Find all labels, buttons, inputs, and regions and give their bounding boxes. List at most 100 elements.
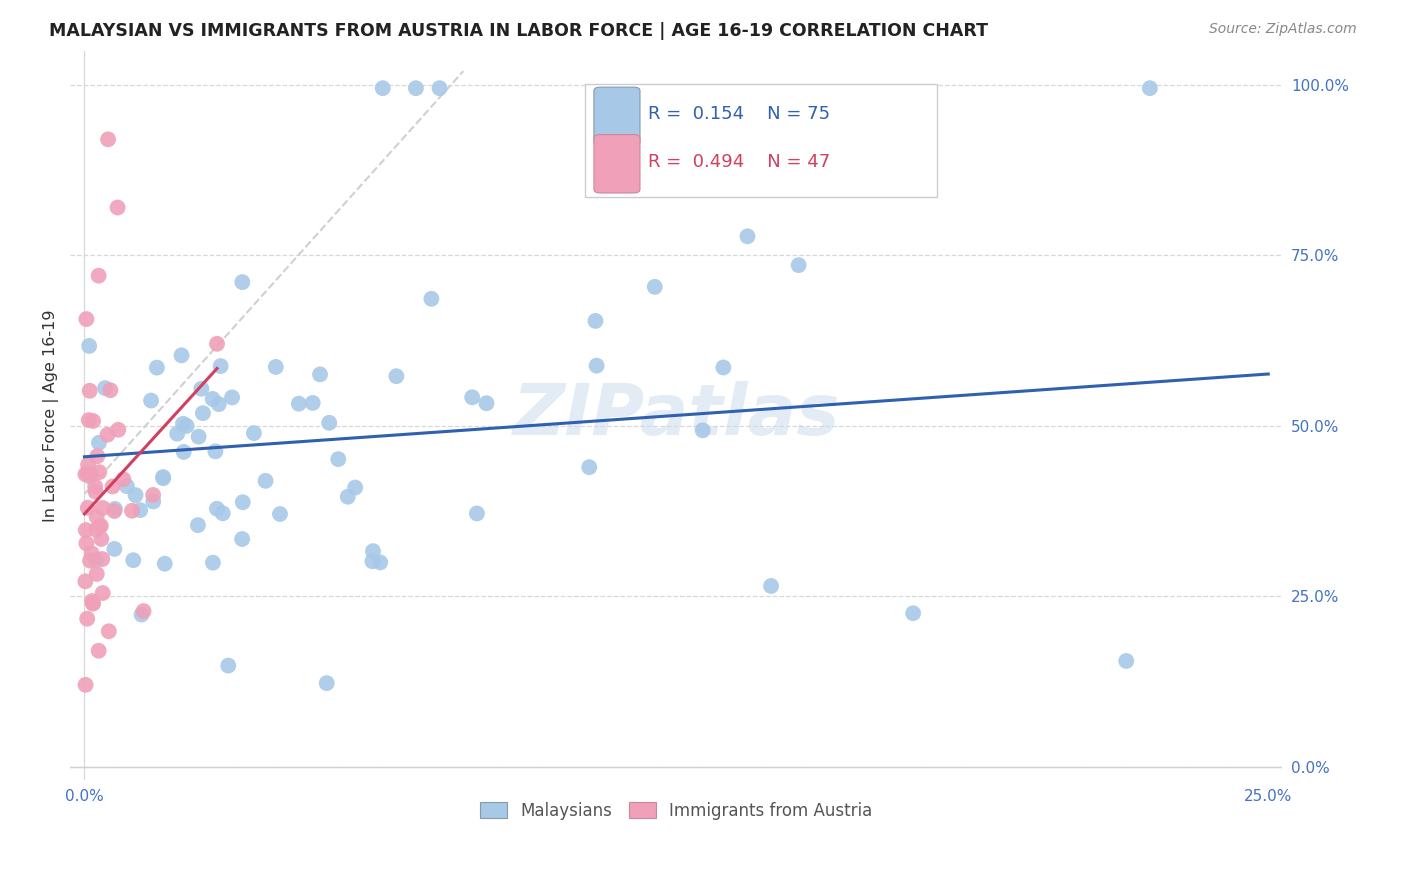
Point: [385, 369, 408, 384]
Point: [76, 467, 98, 481]
Point: [288, 397, 311, 411]
Point: [901, 606, 924, 620]
Point: [77, 413, 100, 427]
Point: [90, 519, 112, 533]
Point: [139, 393, 162, 408]
Point: [405, 81, 427, 95]
FancyBboxPatch shape: [585, 84, 936, 196]
FancyBboxPatch shape: [593, 135, 640, 193]
Point: [86, 509, 108, 524]
Point: [475, 396, 498, 410]
Point: [217, 658, 239, 673]
Point: [201, 556, 224, 570]
Point: [166, 426, 188, 441]
Point: [361, 554, 384, 568]
Point: [209, 359, 232, 373]
Point: [84, 479, 107, 493]
Point: [461, 390, 484, 404]
Point: [692, 423, 714, 437]
Point: [420, 292, 443, 306]
Point: [361, 544, 384, 558]
Point: [75, 574, 97, 589]
Point: [100, 383, 122, 397]
Point: [97, 132, 120, 146]
Point: [96, 427, 118, 442]
Point: [336, 490, 359, 504]
Text: R =  0.494    N = 47: R = 0.494 N = 47: [648, 153, 831, 170]
Point: [1139, 81, 1161, 95]
Point: [1115, 654, 1137, 668]
Point: [75, 536, 97, 550]
Point: [172, 417, 194, 431]
Point: [142, 494, 165, 508]
Point: [77, 458, 100, 472]
Point: [254, 474, 277, 488]
Point: [269, 507, 291, 521]
Point: [142, 488, 165, 502]
Point: [84, 553, 107, 567]
Point: [211, 506, 233, 520]
Point: [84, 484, 107, 499]
Point: [315, 676, 337, 690]
Point: [82, 414, 104, 428]
Point: [231, 275, 253, 289]
Point: [91, 552, 114, 566]
Point: [191, 406, 214, 420]
Point: [80, 594, 103, 608]
Point: [77, 339, 100, 353]
Point: [79, 384, 101, 398]
Point: [89, 519, 111, 533]
Point: [75, 523, 97, 537]
Point: [132, 604, 155, 618]
Point: [429, 81, 451, 95]
Point: [190, 382, 212, 396]
Text: R =  0.154    N = 75: R = 0.154 N = 75: [648, 105, 831, 123]
Point: [91, 500, 114, 515]
Point: [91, 586, 114, 600]
Point: [115, 479, 138, 493]
Point: [76, 612, 98, 626]
Point: [205, 501, 228, 516]
Point: [187, 518, 209, 533]
Point: [86, 449, 108, 463]
Point: [75, 312, 97, 326]
Point: [87, 644, 110, 658]
Point: [103, 541, 125, 556]
Point: [173, 445, 195, 459]
Point: [84, 523, 107, 537]
Point: [90, 532, 112, 546]
Point: [75, 467, 97, 482]
Point: [153, 557, 176, 571]
Point: [170, 348, 193, 362]
Point: [89, 465, 111, 479]
Point: [124, 488, 146, 502]
Point: [79, 469, 101, 483]
Point: [585, 359, 607, 373]
Text: Source: ZipAtlas.com: Source: ZipAtlas.com: [1209, 22, 1357, 37]
Point: [328, 452, 350, 467]
Point: [232, 495, 254, 509]
Point: [129, 503, 152, 517]
Point: [146, 360, 169, 375]
Text: MALAYSIAN VS IMMIGRANTS FROM AUSTRIA IN LABOR FORCE | AGE 16-19 CORRELATION CHAR: MALAYSIAN VS IMMIGRANTS FROM AUSTRIA IN …: [49, 22, 988, 40]
Point: [187, 430, 209, 444]
Point: [87, 435, 110, 450]
Point: [94, 381, 117, 395]
Point: [107, 201, 129, 215]
Point: [578, 460, 600, 475]
Point: [264, 359, 287, 374]
Legend: Malaysians, Immigrants from Austria: Malaysians, Immigrants from Austria: [474, 796, 879, 827]
Point: [344, 481, 367, 495]
Point: [371, 81, 394, 95]
Point: [107, 423, 129, 437]
Point: [301, 396, 323, 410]
Point: [101, 479, 124, 493]
Point: [231, 532, 253, 546]
Point: [131, 607, 153, 622]
Point: [152, 470, 174, 484]
Point: [103, 504, 125, 518]
Point: [80, 546, 103, 560]
Point: [104, 502, 127, 516]
Point: [75, 678, 97, 692]
Point: [121, 504, 143, 518]
